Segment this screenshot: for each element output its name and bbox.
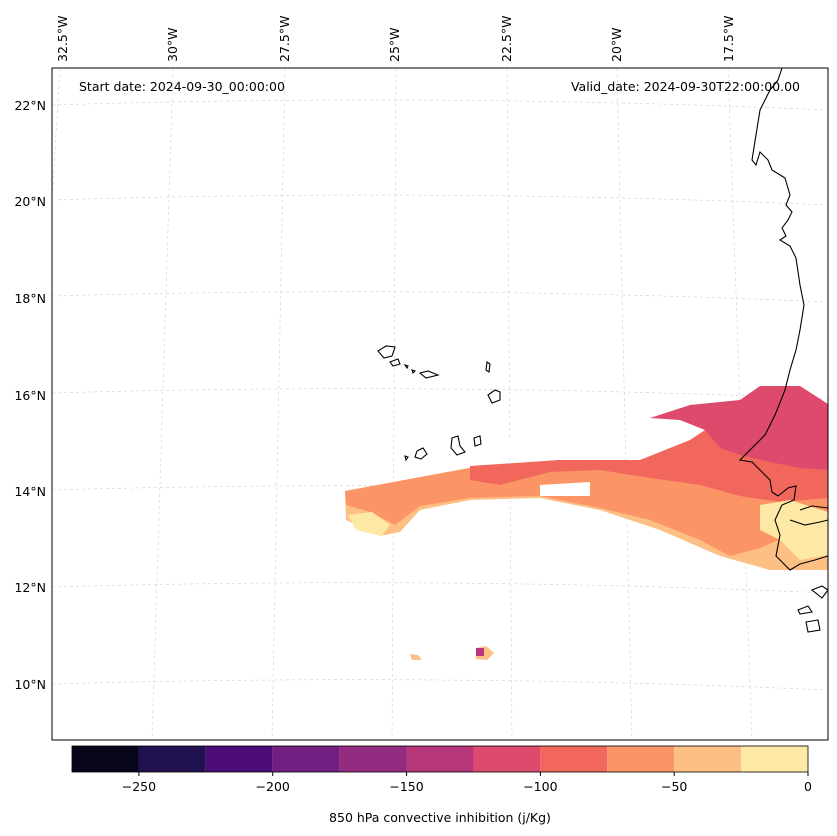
lat-label: 14°N [14,484,46,499]
colorbar-ticks: −250 −200 −150 −100 −50 0 [122,772,812,794]
colorbar-segment [741,746,808,772]
africa-coastline [738,67,829,571]
colorbar-segment [406,746,474,772]
lon-label: 20°W [609,27,624,62]
map-frame [51,67,829,741]
coast-feature [799,505,829,511]
lat-label: 20°N [14,194,46,209]
cape-verde-islands [377,345,501,462]
cin-gap [490,436,565,458]
colorbar-segment [72,746,139,772]
coast-feature [805,619,821,633]
colorbar-tick-label: −150 [389,779,423,794]
start-date-label: Start date: 2024-09-30_00:00:00 [79,79,285,94]
lon-label: 25°W [387,27,402,62]
colorbar-segment [540,746,608,772]
colorbar-label: 850 hPa convective inhibition (j/Kg) [329,810,551,825]
lat-label: 10°N [14,677,46,692]
latitude-labels: 22°N 20°N 18°N 16°N 14°N 12°N 10°N [14,98,46,692]
lat-label: 16°N [14,388,46,403]
colorbar-segment [272,746,340,772]
colorbar-tick-label: −100 [523,779,557,794]
cin-contour-small [410,654,422,660]
cin-gap [540,482,590,496]
cin-contour-minus125-to-minus100 [650,386,828,470]
colorbar-tick-label: −50 [661,779,687,794]
colorbar-segment [205,746,273,772]
colorbar-segment [607,746,675,772]
coast-feature [797,605,813,615]
lat-label: 18°N [14,291,46,306]
colorbar-segment [138,746,206,772]
valid-date-label: Valid_date: 2024-09-30T22:00:00.00 [571,79,800,94]
colorbar-tick-label: −250 [122,779,156,794]
lon-label: 17.5°W [721,16,736,62]
colorbar-tick-label: −200 [256,779,290,794]
cin-contours [345,386,828,660]
lon-label: 32.5°W [55,16,70,62]
lat-label: 12°N [14,580,46,595]
lon-label: 22.5°W [499,16,514,62]
cin-contour-island-left [348,512,390,536]
graticule [51,67,829,741]
longitude-labels: 32.5°W 30°W 27.5°W 25°W 22.5°W 20°W 17.5… [55,16,736,62]
lon-label: 27.5°W [277,16,292,62]
colorbar-segment [339,746,407,772]
colorbar-segment [674,746,742,772]
colorbar-segment [473,746,541,772]
map-background [52,68,828,740]
cin-contour-small [476,648,484,656]
lon-label: 30°W [165,27,180,62]
lat-label: 22°N [14,98,46,113]
colorbar-tick-label: 0 [804,779,812,794]
colorbar-border [71,745,809,773]
colorbar [71,745,809,773]
coast-feature [789,519,829,526]
